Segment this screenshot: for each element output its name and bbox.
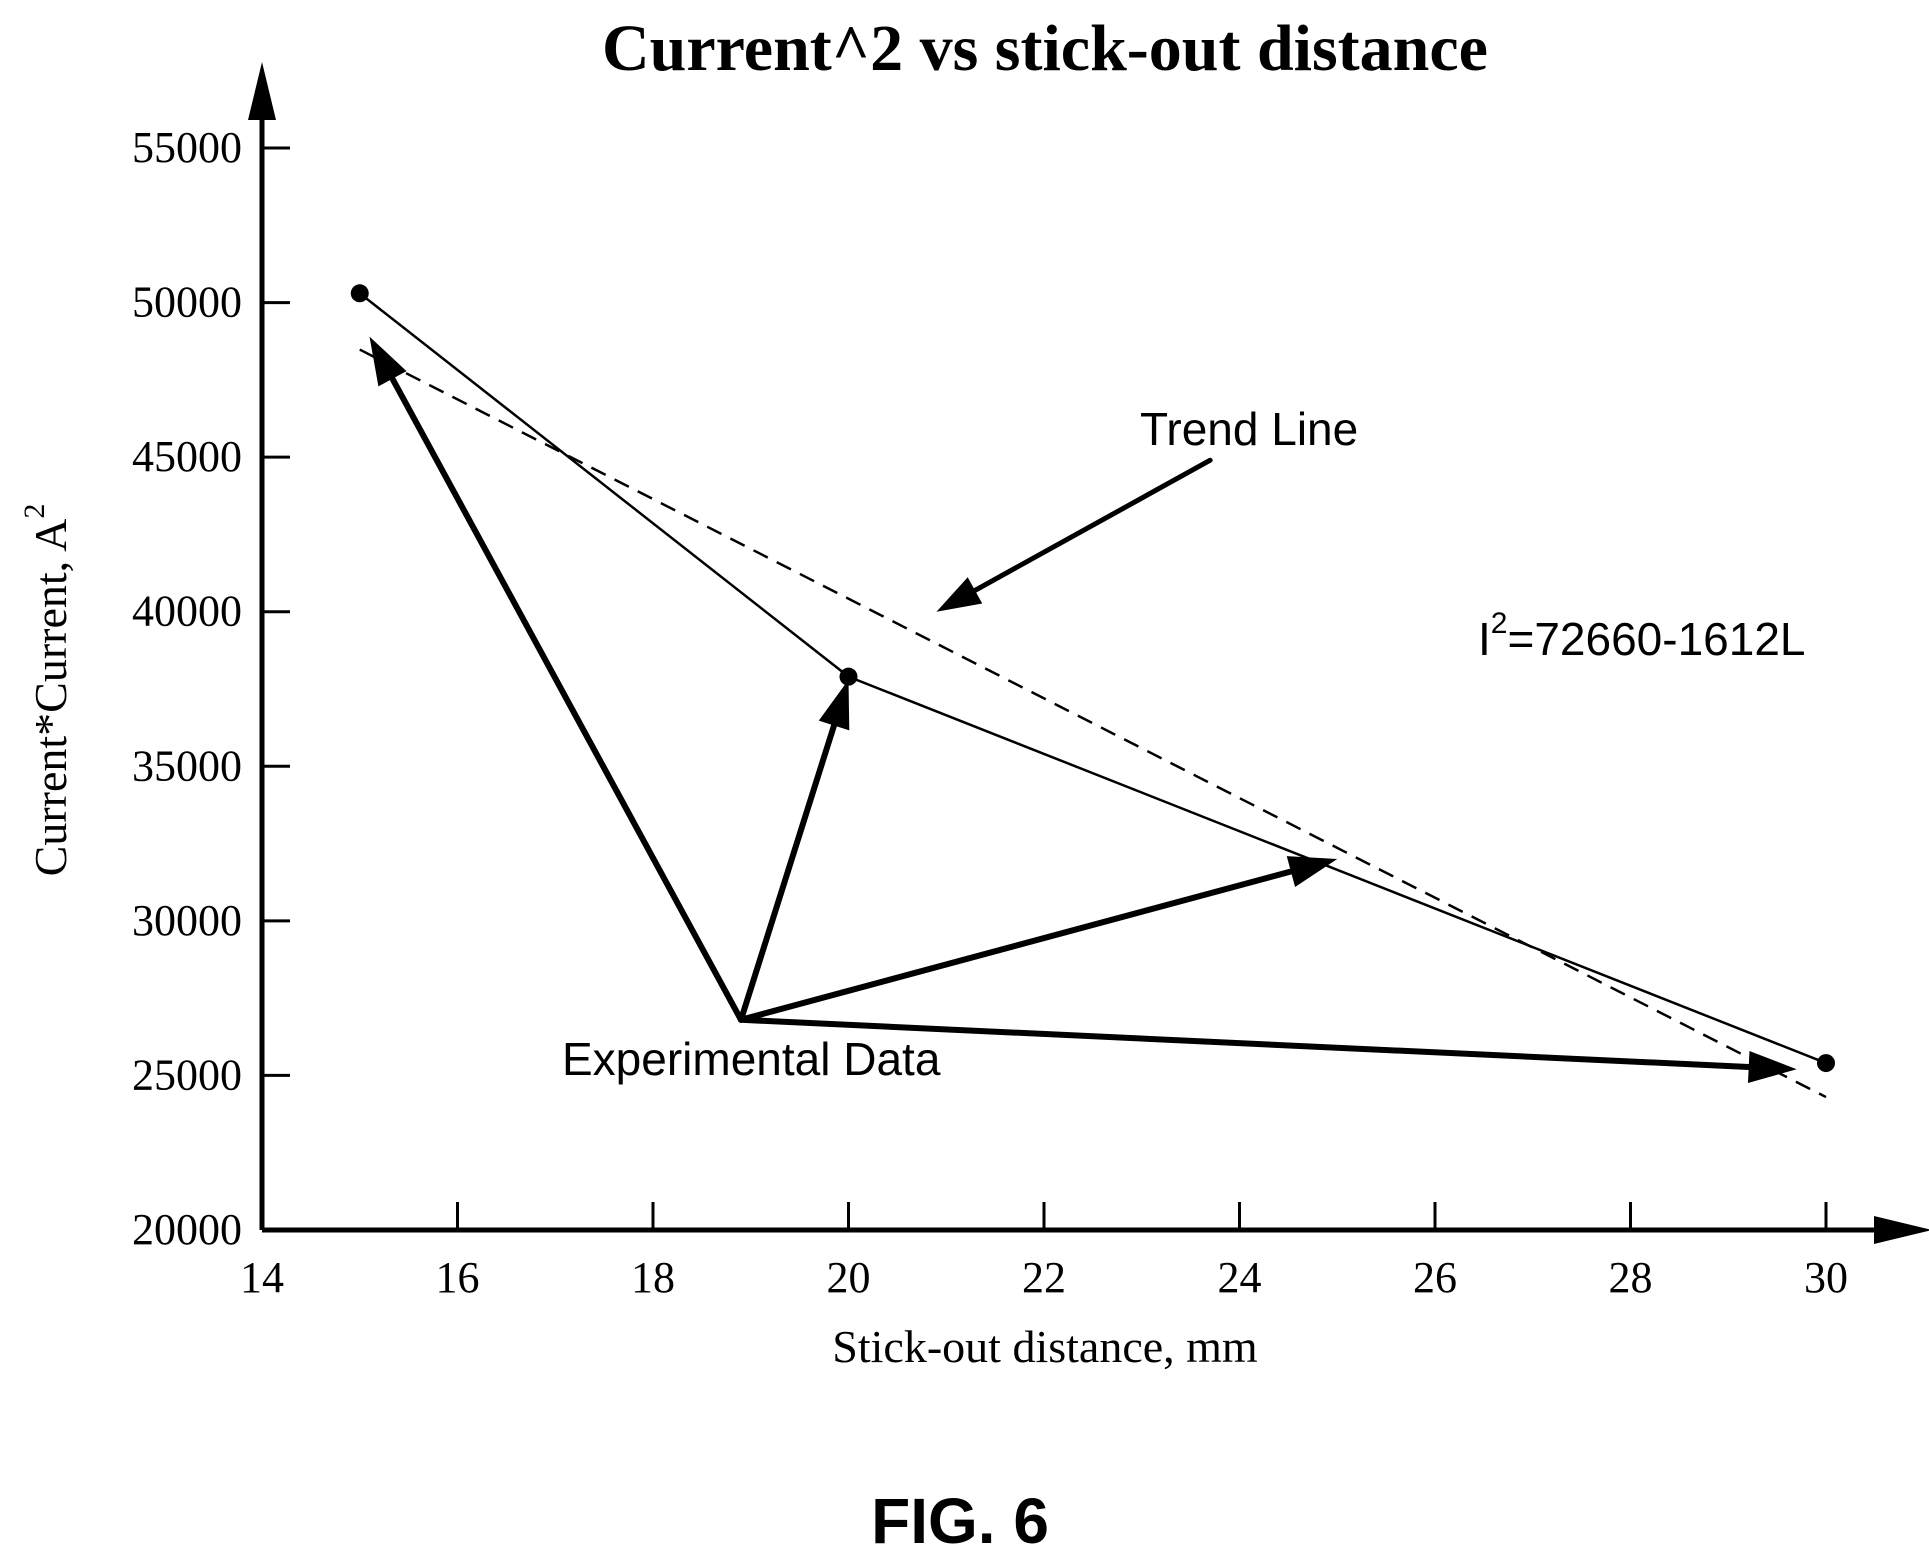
experimental-data-arrow-head <box>818 679 850 731</box>
data-point <box>1817 1054 1835 1073</box>
trend-line-arrow-head <box>936 577 983 612</box>
y-tick-label: 20000 <box>132 1205 242 1254</box>
trend-line <box>359 348 1827 1099</box>
experimental-data-arrow-head <box>369 336 407 387</box>
x-tick-label: 26 <box>1413 1253 1457 1302</box>
x-tick-label: 30 <box>1804 1253 1848 1302</box>
x-tick-label: 16 <box>436 1253 480 1302</box>
experimental-data-arrow <box>737 722 838 1023</box>
series-layer <box>350 284 1835 1099</box>
chart-title: Current^2 vs stick-out distance <box>602 12 1488 85</box>
x-tick-label: 18 <box>631 1253 675 1302</box>
x-tick-label: 28 <box>1609 1253 1653 1302</box>
figure-caption: FIG. 6 <box>871 1485 1049 1557</box>
y-tick-label: 55000 <box>132 123 242 172</box>
x-tick-label: 22 <box>1022 1253 1066 1302</box>
experimental-data-arrow-head <box>1747 1051 1797 1083</box>
experimental-data-label: Experimental Data <box>562 1033 941 1085</box>
trend-line-arrow <box>972 457 1213 593</box>
y-axis-arrowhead <box>248 62 276 120</box>
data-point <box>350 284 369 303</box>
experimental-data-arrow <box>737 868 1294 1023</box>
annotation-layer <box>369 336 1797 1083</box>
x-axis-arrowhead <box>1874 1216 1929 1244</box>
experimental-data-line <box>358 292 1827 1065</box>
x-tick-label: 24 <box>1218 1253 1262 1302</box>
y-tick-label: 30000 <box>132 896 242 945</box>
experimental-data-arrow <box>737 1016 1752 1070</box>
x-ticks: 14 16 18 20 22 24 26 28 30 <box>240 1202 1848 1302</box>
y-tick-label: 25000 <box>132 1050 242 1099</box>
y-tick-label: 45000 <box>132 432 242 481</box>
y-ticks: 20000 25000 30000 35000 40000 45000 50000 55000 <box>132 123 290 1254</box>
x-axis-label: Stick-out distance, mm <box>832 1321 1258 1372</box>
y-tick-label: 50000 <box>132 278 242 327</box>
data-point <box>839 667 858 686</box>
trend-equation: I2=72660-1612L <box>1478 607 1805 665</box>
experimental-data-arrow <box>389 375 744 1023</box>
x-tick-label: 14 <box>240 1253 284 1302</box>
trend-line-label: Trend Line <box>1140 403 1358 455</box>
y-tick-label: 40000 <box>132 587 242 636</box>
x-tick-label: 20 <box>827 1253 871 1302</box>
experimental-data-arrow-head <box>1286 856 1338 887</box>
y-tick-label: 35000 <box>132 741 242 790</box>
y-axis-label: Current*Current, A2 <box>18 504 76 877</box>
